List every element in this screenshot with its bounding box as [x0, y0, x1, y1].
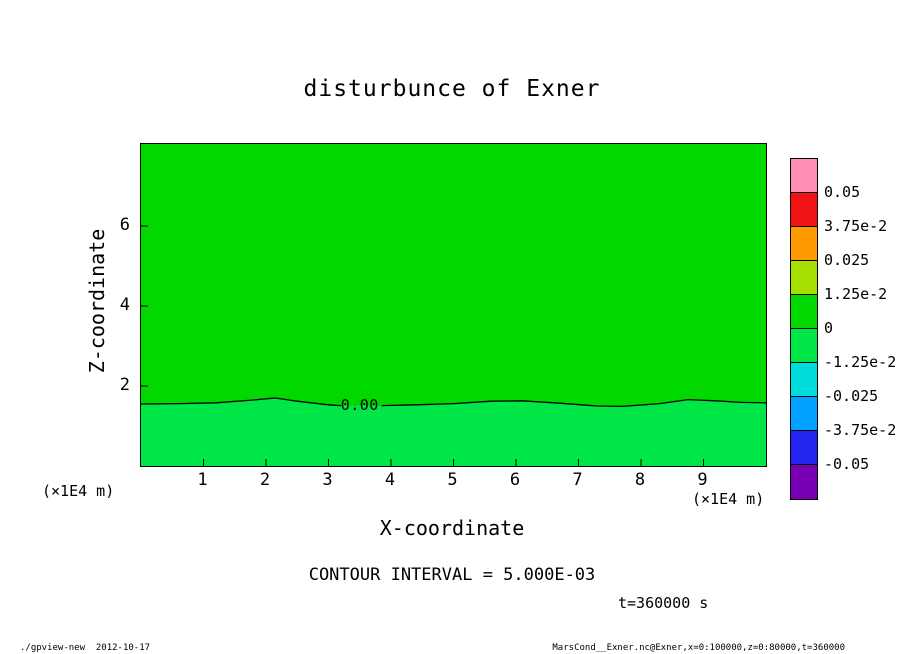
chart-title: disturbunce of Exner: [303, 76, 601, 102]
colorbar-cell: [791, 261, 817, 295]
x-tick-label: 7: [572, 470, 583, 490]
colorbar-label: 0.025: [824, 251, 870, 269]
x-tick-label: 8: [634, 470, 646, 490]
x-unit-left-label: (×1E4 m): [42, 482, 115, 500]
x-tick-label: 3: [322, 470, 333, 490]
x-tick-label: 6: [509, 470, 521, 490]
colorbar-label: -3.75e-2: [824, 421, 897, 439]
colorbar-cell: [791, 431, 817, 465]
y-tick-label: 4: [119, 295, 130, 315]
colorbar-cell: [791, 329, 817, 363]
colorbar-label: -0.05: [824, 455, 870, 473]
x-tick-label: 1: [197, 470, 208, 490]
y-tick-label: 2: [119, 375, 130, 395]
y-tick-label: 6: [119, 215, 130, 235]
x-tick-label: 5: [447, 470, 458, 490]
colorbar-cell: [791, 363, 817, 397]
footer-command-text: ./gpview-new 2012-10-17: [20, 643, 151, 653]
plot-svg: [141, 144, 766, 466]
x-tick-label: 4: [384, 470, 396, 490]
colorbar-cell: [791, 227, 817, 261]
field-below-zero: [141, 398, 766, 466]
colorbar-label: -1.25e-2: [824, 353, 897, 371]
zero-contour-line: [141, 397, 342, 407]
x-unit-right-label: (×1E4 m): [692, 490, 765, 508]
colorbar-label: 1.25e-2: [824, 285, 888, 303]
colorbar-cell: [791, 159, 817, 193]
footer-source-text: MarsCond__Exner.nc@Exner,x=0:100000,z=0:…: [552, 643, 845, 653]
x-tick-label: 9: [697, 470, 708, 490]
colorbar-label: 3.75e-2: [824, 217, 888, 235]
x-axis-label: X-coordinate: [379, 516, 525, 540]
colorbar-labels: 0.05 3.75e-2 0.025 1.25e-2 0 -1.25e-2 -0.025 -3…: [824, 158, 904, 500]
contour-label: 0.00: [340, 396, 379, 415]
time-label: t=360000 s: [618, 594, 709, 612]
colorbar-label: 0: [824, 319, 834, 337]
colorbar: [790, 158, 818, 500]
x-tick-label: 2: [259, 470, 271, 490]
colorbar-cell: [791, 193, 817, 227]
zero-contour-line: [381, 398, 766, 408]
colorbar-label: 0.05: [824, 183, 861, 201]
plot-area: 0.00: [140, 143, 767, 467]
contour-interval-label: CONTOUR INTERVAL = 5.000E-03: [308, 565, 596, 585]
colorbar-cell: [791, 465, 817, 499]
colorbar-cell: [791, 295, 817, 329]
colorbar-label: -0.025: [824, 387, 879, 405]
colorbar-cell: [791, 397, 817, 431]
